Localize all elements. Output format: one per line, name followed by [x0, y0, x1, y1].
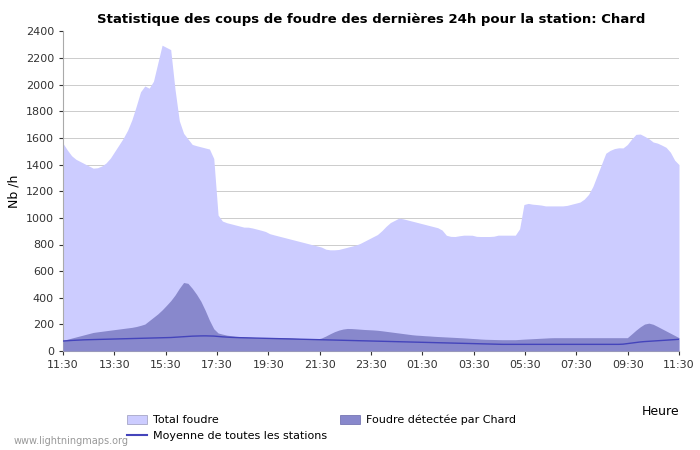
Legend: Total foudre, Moyenne de toutes les stations, Foudre détectée par Chard: Total foudre, Moyenne de toutes les stat…	[127, 415, 516, 441]
Text: www.lightningmaps.org: www.lightningmaps.org	[14, 436, 129, 446]
Y-axis label: Nb /h: Nb /h	[7, 175, 20, 208]
Text: Heure: Heure	[641, 405, 679, 418]
Title: Statistique des coups de foudre des dernières 24h pour la station: Chard: Statistique des coups de foudre des dern…	[97, 13, 645, 26]
